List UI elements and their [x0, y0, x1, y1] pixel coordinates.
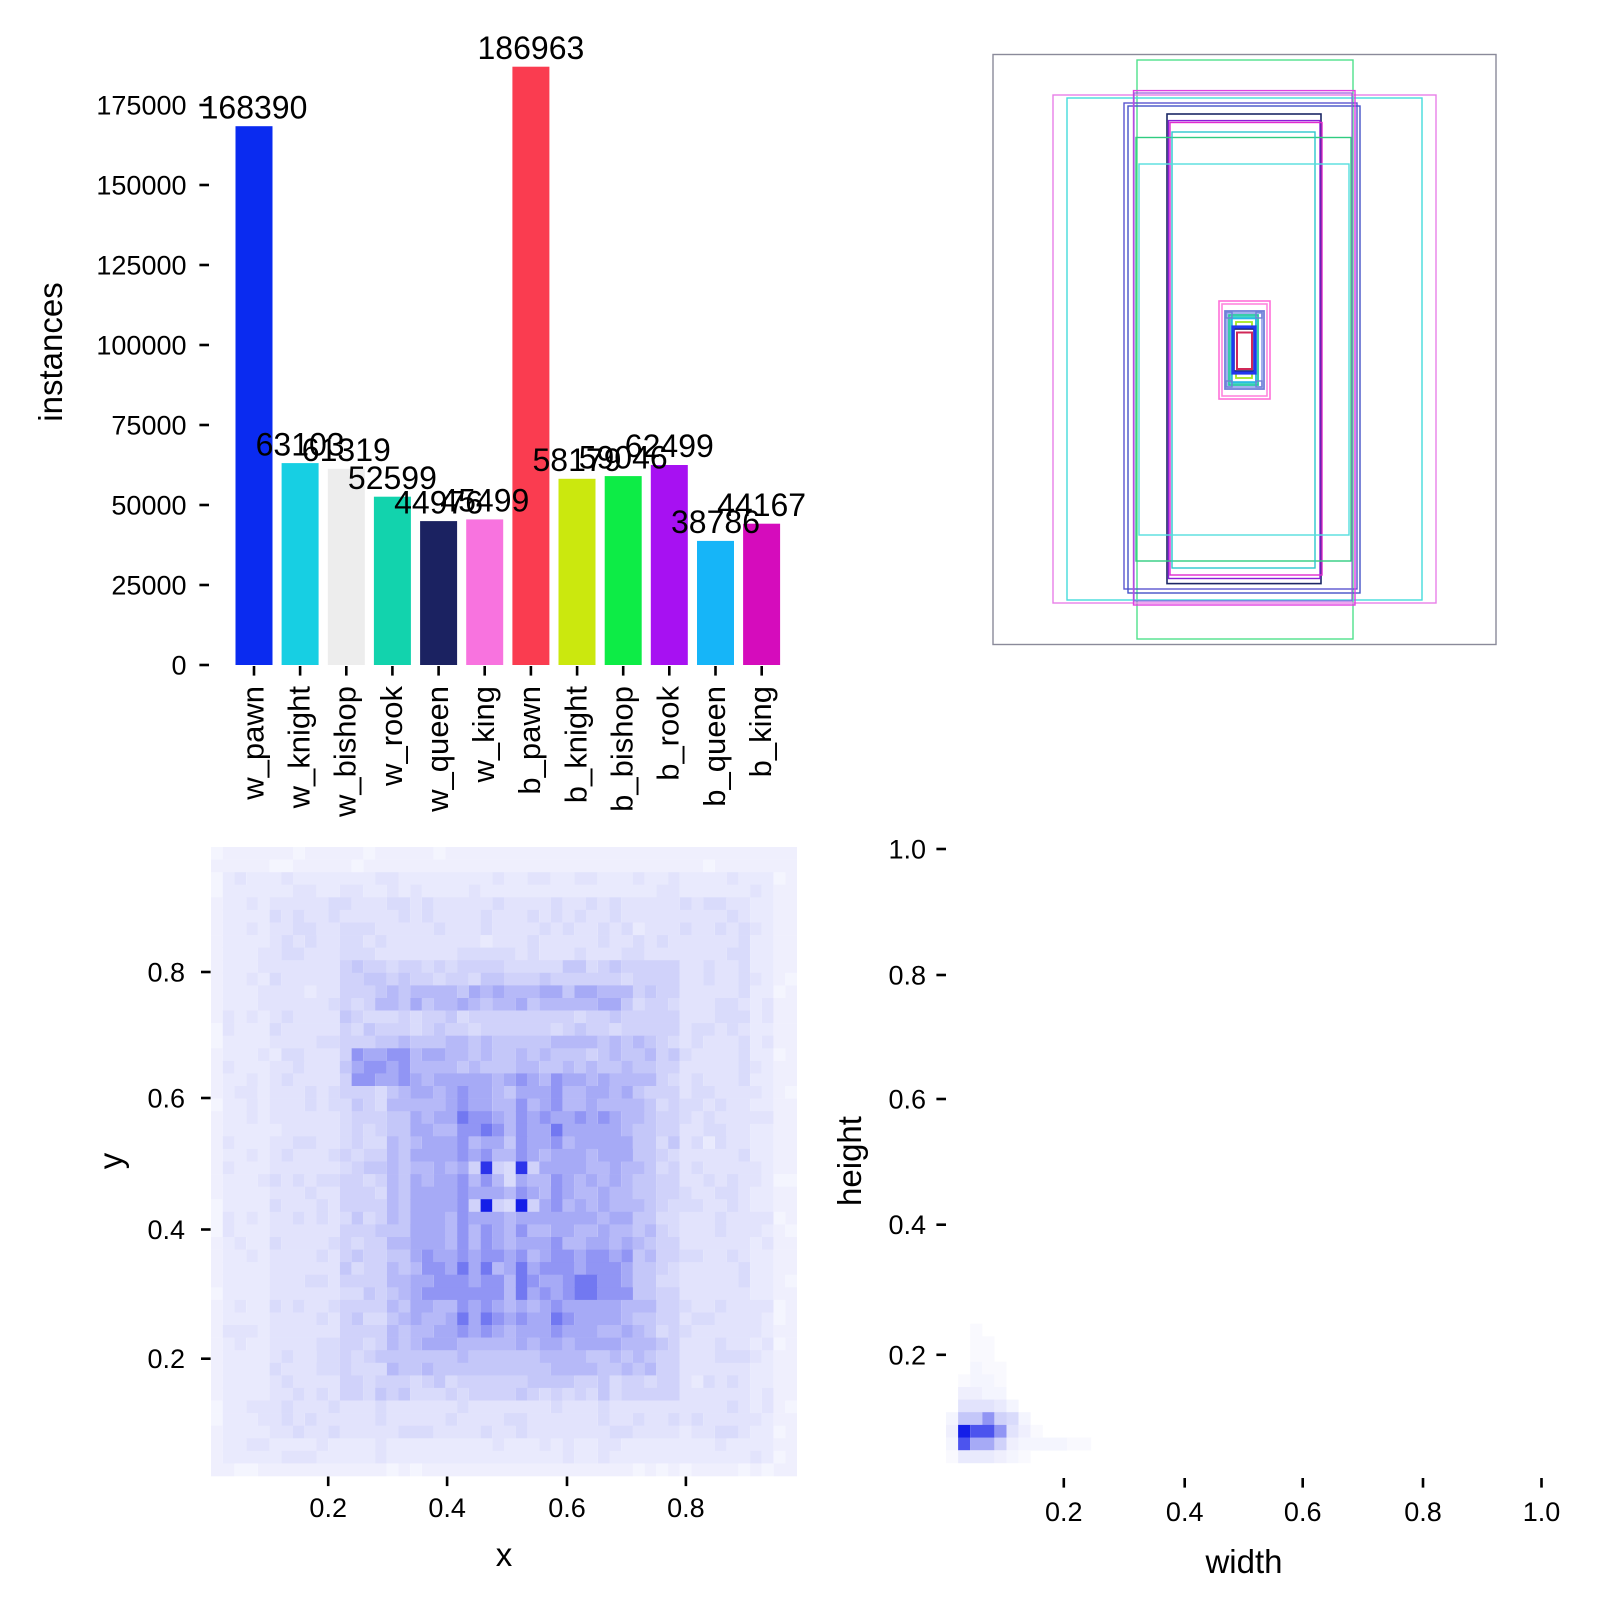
svg-text:38786: 38786 — [671, 504, 760, 540]
svg-text:75000: 75000 — [111, 411, 186, 441]
svg-text:height: height — [831, 1116, 868, 1206]
svg-text:0: 0 — [171, 651, 186, 681]
svg-text:b_king: b_king — [743, 686, 778, 777]
svg-text:b_pawn: b_pawn — [512, 686, 547, 795]
svg-text:59046: 59046 — [579, 439, 668, 475]
svg-text:w_knight: w_knight — [281, 686, 316, 810]
svg-text:0.6: 0.6 — [1284, 1497, 1322, 1527]
svg-text:25000: 25000 — [111, 571, 186, 601]
svg-text:0.8: 0.8 — [147, 958, 185, 988]
svg-text:0.2: 0.2 — [147, 1344, 185, 1374]
svg-text:0.4: 0.4 — [428, 1493, 466, 1523]
svg-text:52599: 52599 — [348, 460, 437, 496]
svg-text:175000: 175000 — [96, 91, 186, 121]
svg-text:width: width — [1204, 1543, 1282, 1580]
svg-text:125000: 125000 — [96, 251, 186, 281]
svg-text:44167: 44167 — [717, 487, 806, 523]
svg-text:w_queen: w_queen — [420, 686, 455, 813]
svg-text:0.4: 0.4 — [888, 1210, 926, 1240]
svg-text:0.8: 0.8 — [667, 1493, 705, 1523]
svg-text:0.6: 0.6 — [147, 1084, 185, 1114]
svg-text:150000: 150000 — [96, 171, 186, 201]
svg-text:0.2: 0.2 — [1045, 1497, 1083, 1527]
svg-text:instances: instances — [32, 282, 69, 421]
svg-text:44976: 44976 — [394, 484, 483, 520]
svg-text:186963: 186963 — [478, 30, 585, 66]
svg-text:y: y — [92, 1152, 129, 1169]
svg-text:0.2: 0.2 — [888, 1340, 926, 1370]
svg-text:w_pawn: w_pawn — [235, 686, 270, 801]
svg-text:b_queen: b_queen — [697, 686, 732, 807]
svg-text:0.2: 0.2 — [309, 1493, 347, 1523]
svg-text:b_rook: b_rook — [651, 686, 686, 781]
svg-text:w_bishop: w_bishop — [328, 686, 363, 818]
svg-text:1.0: 1.0 — [1523, 1497, 1561, 1527]
svg-text:168390: 168390 — [201, 89, 308, 125]
svg-text:100000: 100000 — [96, 331, 186, 361]
svg-text:58179: 58179 — [533, 442, 622, 478]
svg-text:45499: 45499 — [440, 483, 529, 519]
svg-text:0.4: 0.4 — [147, 1215, 185, 1245]
svg-text:0.6: 0.6 — [888, 1085, 926, 1115]
svg-text:0.8: 0.8 — [888, 961, 926, 991]
svg-text:50000: 50000 — [111, 491, 186, 521]
svg-text:x: x — [496, 1536, 513, 1573]
svg-text:0.8: 0.8 — [1404, 1497, 1442, 1527]
svg-text:0.6: 0.6 — [548, 1493, 586, 1523]
svg-text:61319: 61319 — [302, 432, 391, 468]
svg-text:63103: 63103 — [256, 426, 345, 462]
svg-text:b_bishop: b_bishop — [605, 686, 640, 812]
svg-text:62499: 62499 — [625, 428, 714, 464]
svg-text:1.0: 1.0 — [888, 835, 926, 865]
svg-text:w_rook: w_rook — [374, 686, 409, 787]
svg-text:0.4: 0.4 — [1166, 1497, 1204, 1527]
svg-text:b_knight: b_knight — [558, 686, 593, 804]
svg-text:w_king: w_king — [466, 686, 501, 784]
